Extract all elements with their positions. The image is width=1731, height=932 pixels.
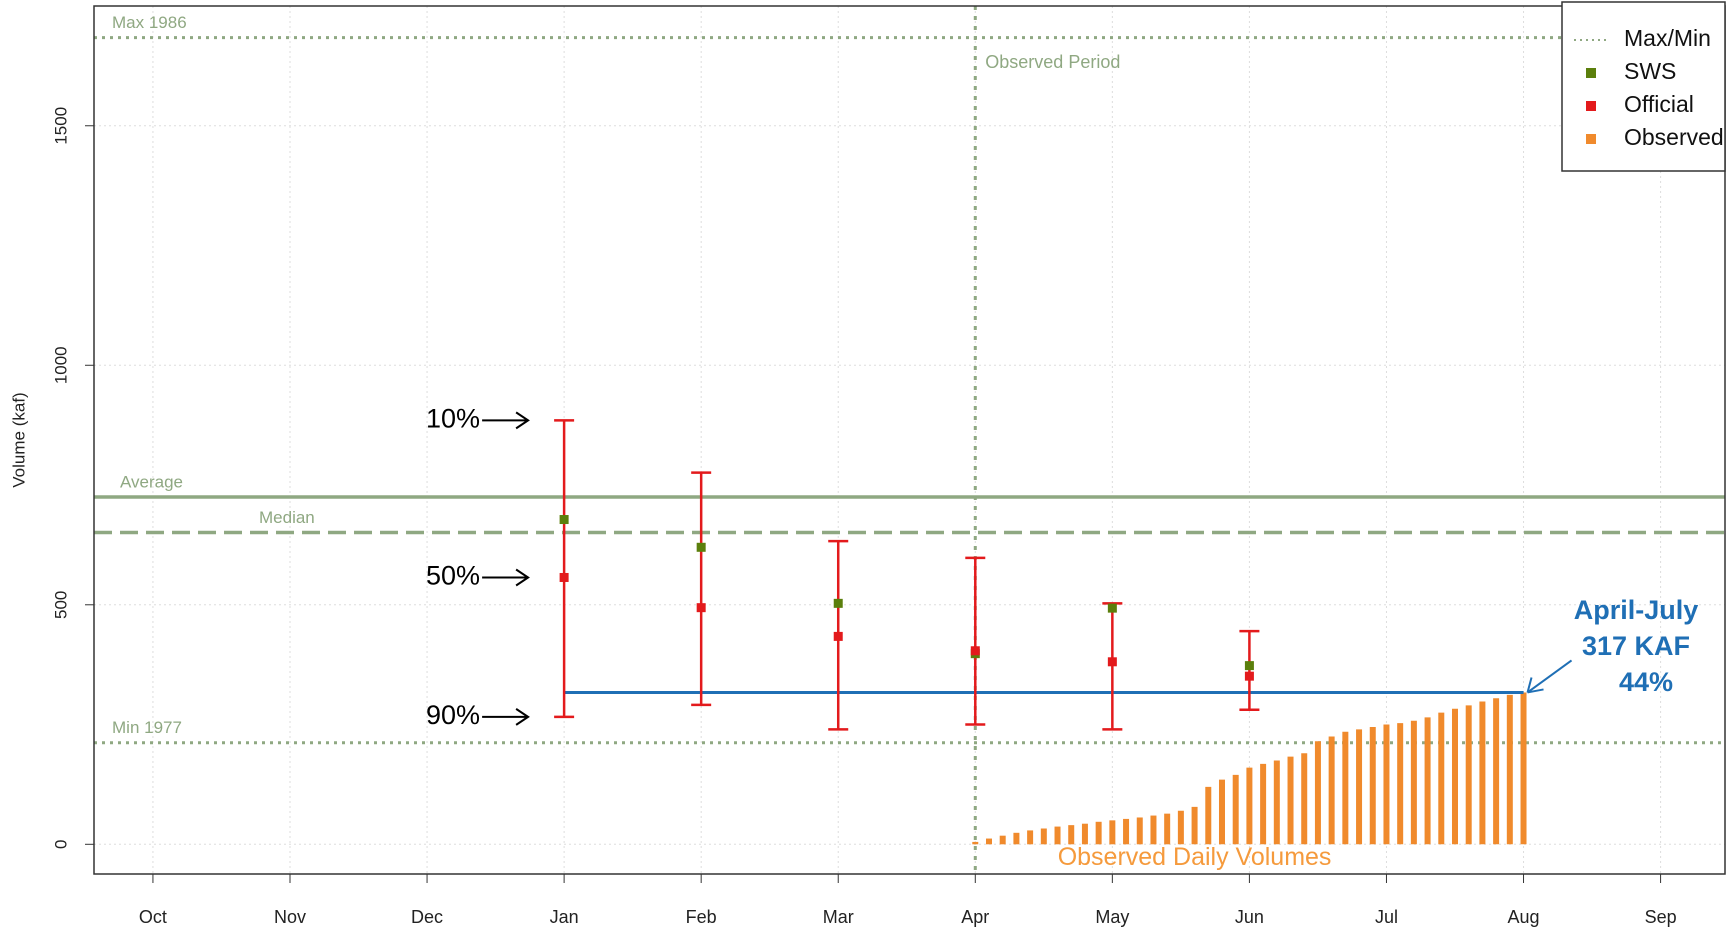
max-min-label: Min 1977 <box>112 718 182 737</box>
x-tick-label: Oct <box>139 907 167 927</box>
percentile-arrow <box>482 568 530 587</box>
official-point <box>696 603 706 613</box>
sws-point <box>696 542 706 552</box>
official-point <box>1107 657 1117 667</box>
percentile-label: 50% <box>426 561 480 591</box>
official-point <box>970 646 980 656</box>
target-label: April-July <box>1574 595 1699 625</box>
y-tick-label: 1000 <box>51 346 70 384</box>
x-tick-label: Nov <box>274 907 306 927</box>
legend-swatch <box>1586 68 1596 78</box>
x-tick-label: May <box>1095 907 1129 927</box>
x-tick-label: Dec <box>411 907 443 927</box>
y-axis-label: Volume (kaf) <box>9 392 28 487</box>
official-point <box>833 631 843 641</box>
x-tick-label: Feb <box>686 907 717 927</box>
y-tick-label: 1500 <box>51 107 70 145</box>
sws-point <box>833 598 843 608</box>
legend-label: Observed <box>1624 124 1724 150</box>
legend-swatch <box>1586 101 1596 111</box>
sws-point <box>1244 661 1254 671</box>
reference-label: Average <box>120 472 183 491</box>
legend-label: SWS <box>1624 58 1676 84</box>
legend-label: Max/Min <box>1624 25 1711 51</box>
official-point <box>1244 671 1254 681</box>
x-tick-label: Jan <box>550 907 579 927</box>
target-label: 44% <box>1619 667 1673 697</box>
max-min-label: Max 1986 <box>112 13 187 32</box>
x-tick-label: Jun <box>1235 907 1264 927</box>
x-tick-label: Jul <box>1375 907 1398 927</box>
y-tick-label: 500 <box>51 591 70 619</box>
observed-period-label: Observed Period <box>985 52 1120 72</box>
observed-label: Observed Daily Volumes <box>1058 843 1332 871</box>
legend-swatch <box>1586 134 1596 144</box>
percentile-label: 10% <box>426 403 480 433</box>
percentile-arrow <box>482 411 530 430</box>
x-tick-label: Mar <box>823 907 854 927</box>
sws-point <box>1107 603 1117 613</box>
x-tick-label: Apr <box>961 907 989 927</box>
x-tick-label: Aug <box>1508 907 1540 927</box>
legend-label: Official <box>1624 91 1694 117</box>
target-label: 317 KAF <box>1582 631 1690 661</box>
target-arrow-head <box>1526 677 1544 694</box>
percentile-arrow <box>482 708 530 726</box>
x-tick-label: Sep <box>1645 907 1677 927</box>
plot-frame <box>93 5 1726 875</box>
reference-label: Median <box>259 508 315 527</box>
official-point <box>559 572 569 582</box>
target-arrow <box>1526 659 1573 694</box>
y-tick-label: 0 <box>51 840 70 849</box>
percentile-label: 90% <box>426 700 480 730</box>
sws-point <box>559 515 569 525</box>
